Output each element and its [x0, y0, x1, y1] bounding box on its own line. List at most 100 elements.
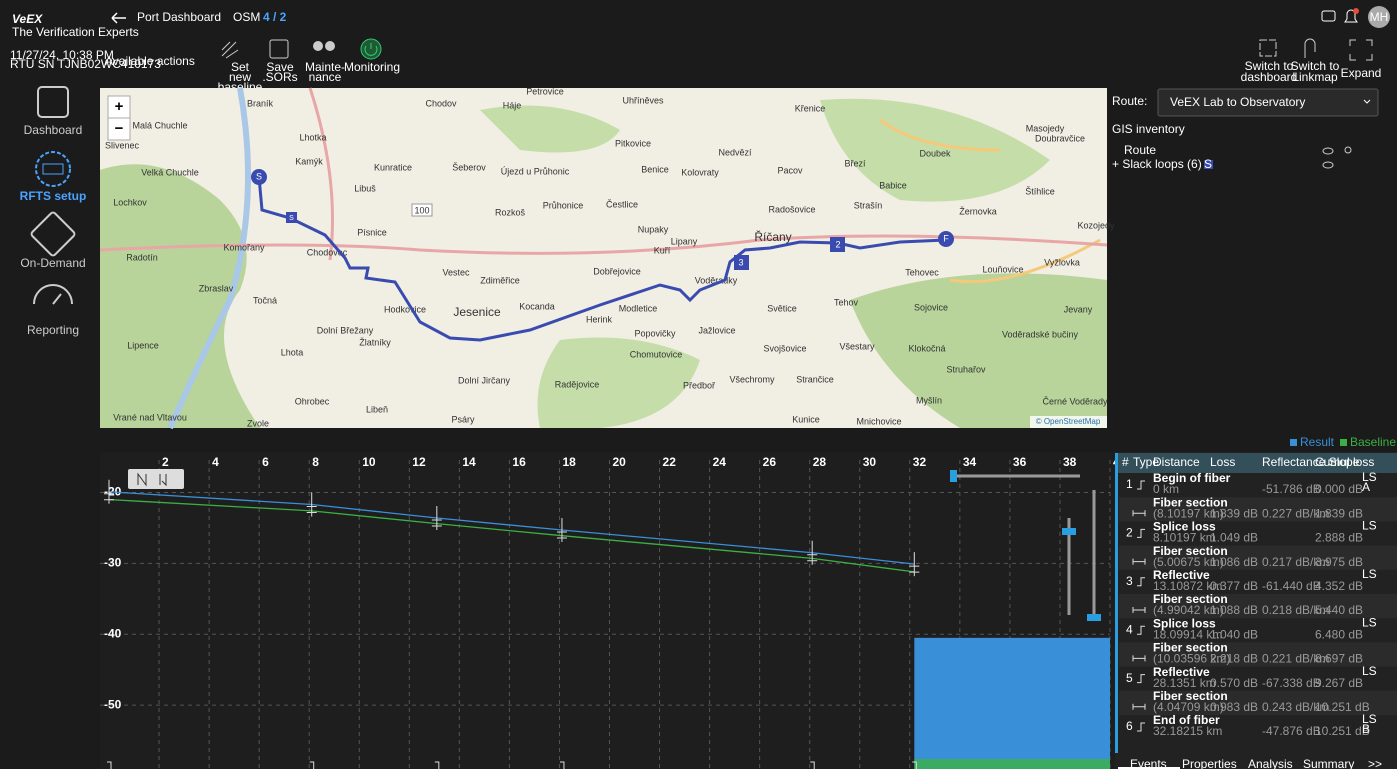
gis-title: GIS inventory: [1112, 122, 1185, 136]
zoom-out[interactable]: −: [115, 120, 124, 137]
tab[interactable]: Events: [1130, 757, 1167, 769]
event-flag: LS: [1362, 664, 1377, 678]
v-slider-thumb[interactable]: [1087, 614, 1101, 621]
event-flag: LS: [1362, 567, 1377, 581]
x-tick-label: 6: [262, 455, 269, 469]
route-marker-label: 3: [738, 257, 743, 267]
event-flag: LS: [1362, 519, 1377, 533]
view-switch[interactable]: Expand: [1341, 66, 1382, 80]
event-cumul: 1.839 dB: [1315, 506, 1363, 520]
table-header: #: [1122, 455, 1129, 469]
map-label: Světice: [767, 303, 797, 313]
nav-item[interactable]: On-Demand: [20, 256, 85, 270]
map-label: Jažlovice: [698, 325, 735, 335]
logo: VeEX: [12, 12, 43, 26]
map-label: Háje: [503, 100, 522, 110]
h-slider-thumb[interactable]: [950, 470, 957, 482]
nav-item[interactable]: Reporting: [27, 323, 79, 337]
tab[interactable]: Properties: [1182, 757, 1237, 769]
action-button[interactable]: Save.SORs: [262, 60, 297, 84]
event-number: 3: [1126, 574, 1133, 588]
slack-marker-label: S: [289, 215, 294, 222]
event-number: 4: [1126, 622, 1133, 636]
event-loss: 1.040 dB: [1210, 627, 1258, 641]
map-label: Malá Chuchle: [132, 120, 187, 130]
table-header: Distance: [1153, 455, 1200, 469]
map-label: Pitkovice: [615, 138, 651, 148]
x-tick-label: 18: [562, 455, 576, 469]
map-label: Babice: [879, 180, 907, 190]
attribution[interactable]: © OpenStreetMap: [1036, 417, 1101, 426]
map-label: Všechromy: [729, 374, 775, 384]
map-label: Slivenec: [105, 140, 140, 150]
map-label: Točná: [253, 295, 277, 305]
x-tick-label: 24: [713, 455, 727, 469]
map-label: Lhota: [281, 347, 304, 357]
x-tick-label: 30: [863, 455, 877, 469]
maintenance-icon: [313, 41, 323, 51]
x-tick-label: 2: [162, 455, 169, 469]
map-label: Pacov: [777, 165, 803, 175]
tab[interactable]: >>: [1368, 757, 1382, 769]
map-label: Svojšovice: [763, 343, 806, 353]
y-tick-label: -40: [104, 626, 122, 640]
map-label: Březí: [844, 158, 866, 168]
action-button[interactable]: Mainte-nance: [305, 60, 345, 84]
event-cumul: 8.697 dB: [1315, 652, 1363, 666]
map-label: Rozkoš: [495, 207, 526, 217]
route-label: Route:: [1112, 94, 1147, 108]
event-loss: 1.088 dB: [1210, 603, 1258, 617]
map-label: Petrovice: [526, 86, 564, 96]
tab[interactable]: Summary: [1303, 757, 1354, 769]
event-distance: 8.10197 km: [1153, 531, 1216, 545]
event-number: 1: [1126, 477, 1133, 491]
trace-tools[interactable]: [128, 469, 184, 489]
map-label: Žlatníky: [359, 337, 391, 347]
map-label: Kolovraty: [681, 167, 719, 177]
map-label: Kozojedy: [1077, 220, 1115, 230]
gis-slack-loops[interactable]: + Slack loops (6): [1112, 157, 1202, 171]
notification-dot: [1353, 8, 1359, 14]
tab[interactable]: Analysis: [1248, 757, 1293, 769]
legend-label[interactable]: Baseline: [1350, 435, 1396, 449]
map-label: Hodkovice: [384, 304, 426, 314]
map-label: Lipence: [127, 340, 159, 350]
route-selected: VeEX Lab to Observatory: [1170, 95, 1305, 109]
event-flag: LS: [1362, 615, 1377, 629]
event-cumul: 9.267 dB: [1315, 676, 1363, 690]
event-loss: 0.983 dB: [1210, 700, 1258, 714]
action-button[interactable]: Monitoring: [344, 60, 400, 74]
map-label: Struhařov: [946, 364, 986, 374]
map-label: Herink: [586, 314, 613, 324]
map-label: Modletice: [619, 303, 658, 313]
event-reflectance: -61.440 dB: [1262, 579, 1321, 593]
map-label: Zbraslav: [199, 283, 234, 293]
v-slider-thumb[interactable]: [1062, 528, 1076, 535]
port-name: OSM: [233, 10, 260, 24]
y-tick-label: -50: [104, 697, 122, 711]
x-tick-label: 32: [913, 455, 927, 469]
nav-item[interactable]: RFTS setup: [20, 189, 87, 203]
x-tick-label: 16: [512, 455, 526, 469]
route-marker-label: 2: [835, 239, 840, 249]
road-number: 100: [414, 205, 429, 215]
x-tick-label: 28: [813, 455, 827, 469]
map-label: Uhříněves: [622, 95, 664, 105]
event-cumul: 3.975 dB: [1315, 555, 1363, 569]
map-label: Dolní Břežany: [317, 325, 374, 335]
x-tick-label: 36: [1013, 455, 1027, 469]
event-cumul: 2.888 dB: [1315, 531, 1363, 545]
map-label: Chodov: [425, 98, 457, 108]
map-label: Lhotka: [299, 132, 326, 142]
x-tick-label: 8: [312, 455, 319, 469]
zoom-in[interactable]: +: [115, 98, 124, 115]
map-label: Vestec: [442, 267, 470, 277]
map-label: Písnice: [357, 227, 387, 237]
nav-item[interactable]: Dashboard: [24, 123, 83, 137]
map-label: Klokočná: [908, 343, 945, 353]
map-label: Mnichovice: [856, 416, 901, 426]
legend-label[interactable]: Result: [1300, 435, 1335, 449]
